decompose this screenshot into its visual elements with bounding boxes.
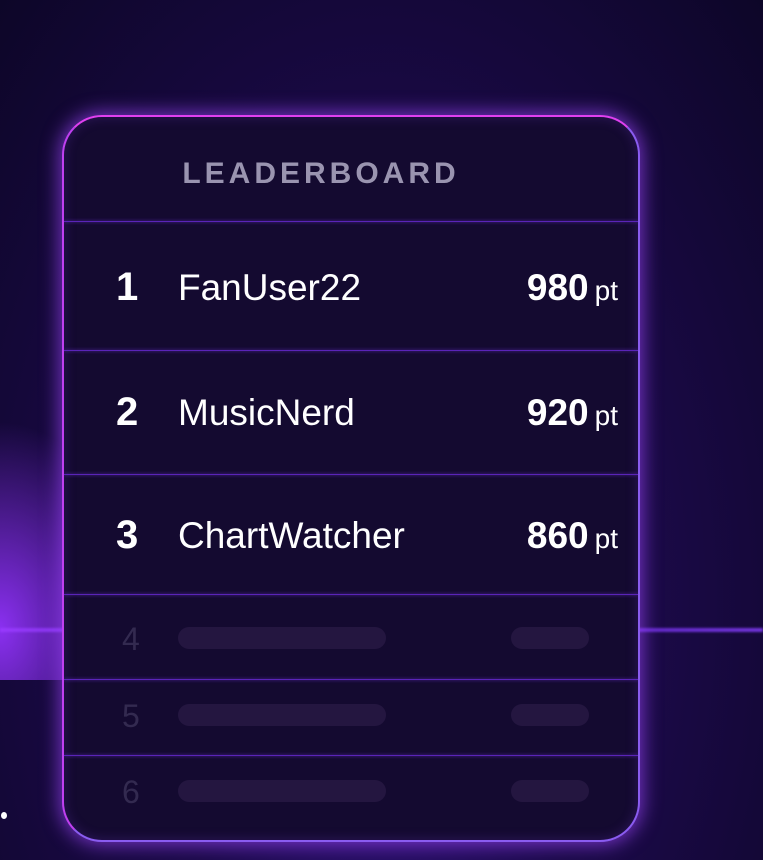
score-value: 980	[526, 267, 589, 308]
username: MusicNerd	[178, 392, 355, 433]
divider	[64, 594, 638, 595]
divider	[64, 474, 638, 475]
divider	[64, 350, 638, 351]
leaderboard-row[interactable]: 2 MusicNerd 920 pt	[64, 382, 638, 442]
rank: 5	[122, 698, 140, 734]
score: 860 pt	[527, 515, 618, 557]
rank: 3	[116, 513, 139, 557]
rank: 1	[116, 265, 139, 309]
leaderboard-row[interactable]: 3 ChartWatcher 860 pt	[64, 505, 638, 565]
score-skeleton	[511, 704, 589, 726]
divider	[64, 755, 638, 756]
placeholder-row: 6	[64, 762, 638, 822]
username: FanUser22	[178, 267, 362, 308]
rank: 6	[122, 774, 140, 810]
placeholder-row: 5	[64, 686, 638, 746]
score-value: 920	[526, 392, 589, 433]
score-value: 860	[526, 515, 589, 556]
leaderboard-card: LEADERBOARD 1 FanUser22 980 pt 2 MusicNer…	[62, 115, 640, 842]
leaderboard-title: LEADERBOARD	[182, 157, 460, 190]
score-unit: pt	[594, 275, 618, 306]
score-unit: pt	[594, 400, 618, 431]
star-dot	[1, 812, 7, 819]
leaderboard-row[interactable]: 1 FanUser22 980 pt	[64, 257, 638, 317]
score-skeleton	[511, 627, 589, 649]
name-skeleton	[178, 780, 386, 802]
name-skeleton	[178, 704, 386, 726]
score-unit: pt	[594, 523, 618, 554]
placeholder-row: 4	[64, 609, 638, 669]
score: 980 pt	[527, 267, 618, 309]
score: 920 pt	[527, 392, 618, 434]
username: ChartWatcher	[178, 515, 405, 556]
score-skeleton	[511, 780, 589, 802]
rank: 2	[116, 390, 139, 434]
name-skeleton	[178, 627, 386, 649]
divider	[64, 679, 638, 680]
divider	[64, 221, 638, 222]
rank: 4	[122, 621, 140, 657]
